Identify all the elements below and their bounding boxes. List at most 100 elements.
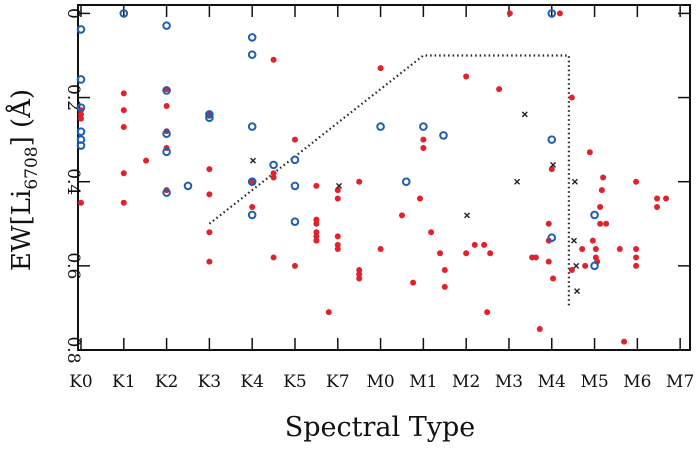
point	[603, 220, 610, 227]
point	[205, 113, 214, 123]
point	[356, 271, 363, 278]
point	[249, 203, 256, 210]
point	[548, 166, 555, 173]
point	[441, 283, 448, 290]
point	[143, 157, 150, 164]
x-tick-label: M5	[580, 372, 608, 392]
point	[77, 199, 84, 206]
point	[313, 229, 320, 236]
x-tick-label: M7	[666, 372, 694, 392]
point	[441, 267, 448, 274]
point	[633, 254, 640, 261]
y-tick-label: 0.2	[63, 84, 83, 111]
point	[377, 65, 384, 72]
point	[464, 212, 471, 219]
plot-frame	[77, 4, 691, 351]
point	[76, 25, 86, 34]
point	[247, 122, 257, 131]
point	[334, 246, 341, 253]
point	[514, 178, 521, 185]
point	[506, 10, 513, 17]
point	[291, 262, 298, 269]
point	[582, 262, 589, 269]
point	[532, 254, 539, 261]
point	[545, 258, 552, 265]
point	[270, 174, 277, 181]
point	[592, 246, 599, 253]
point	[162, 188, 171, 197]
point	[633, 246, 640, 253]
point	[249, 178, 256, 185]
y-axis-label: EW[Li6708] (Å)	[5, 89, 42, 271]
point	[420, 136, 427, 143]
point	[290, 181, 300, 191]
point	[206, 166, 213, 173]
y-tick-label: 0	[63, 8, 83, 19]
point	[633, 178, 640, 185]
point	[437, 250, 444, 257]
point	[654, 203, 661, 210]
point	[356, 275, 363, 282]
point	[568, 94, 575, 101]
point	[621, 338, 628, 345]
point	[616, 246, 623, 253]
point	[597, 203, 604, 210]
point	[334, 195, 341, 202]
point	[76, 75, 86, 84]
point	[313, 182, 320, 189]
point	[336, 182, 343, 189]
x-tick-label: K5	[283, 372, 307, 392]
point	[598, 187, 605, 194]
y-tick-label: 0.6	[63, 252, 83, 279]
x-tick-label: M2	[452, 372, 480, 392]
point	[568, 267, 575, 274]
point	[334, 187, 341, 194]
x-tick-label: M4	[538, 372, 566, 392]
point	[571, 178, 578, 185]
point	[76, 103, 86, 112]
point	[633, 262, 640, 269]
point	[556, 10, 563, 17]
x-tick-label: M6	[623, 372, 651, 392]
point	[250, 157, 257, 164]
point	[206, 229, 213, 236]
point	[589, 237, 596, 244]
point	[536, 325, 543, 332]
point	[313, 237, 320, 244]
point	[484, 309, 491, 316]
point	[270, 254, 277, 261]
point	[313, 216, 320, 223]
point	[377, 246, 384, 253]
y-tick-label: 0.8	[63, 336, 83, 363]
point	[481, 241, 488, 248]
point	[439, 131, 448, 140]
point	[547, 9, 557, 18]
point	[586, 149, 593, 156]
point	[313, 233, 320, 240]
point	[269, 160, 278, 170]
point	[119, 9, 129, 18]
point	[290, 217, 300, 226]
x-tick-label: M1	[409, 372, 437, 392]
point	[574, 288, 581, 295]
x-axis-label: Spectral Type	[285, 412, 475, 443]
point	[545, 220, 552, 227]
point	[162, 129, 171, 139]
y-label-tail: ] (Å)	[5, 89, 37, 146]
point	[183, 181, 193, 191]
x-tick-label: K2	[155, 372, 179, 392]
point	[120, 90, 127, 97]
point	[76, 141, 86, 150]
x-tick-label: K0	[69, 372, 93, 392]
point	[313, 220, 320, 227]
point	[247, 33, 257, 42]
point	[496, 86, 503, 93]
point	[376, 122, 385, 131]
point	[463, 250, 470, 257]
point	[270, 170, 277, 177]
x-tick-label: K4	[240, 372, 264, 392]
point	[590, 210, 599, 220]
point	[291, 136, 298, 143]
point	[590, 261, 599, 271]
